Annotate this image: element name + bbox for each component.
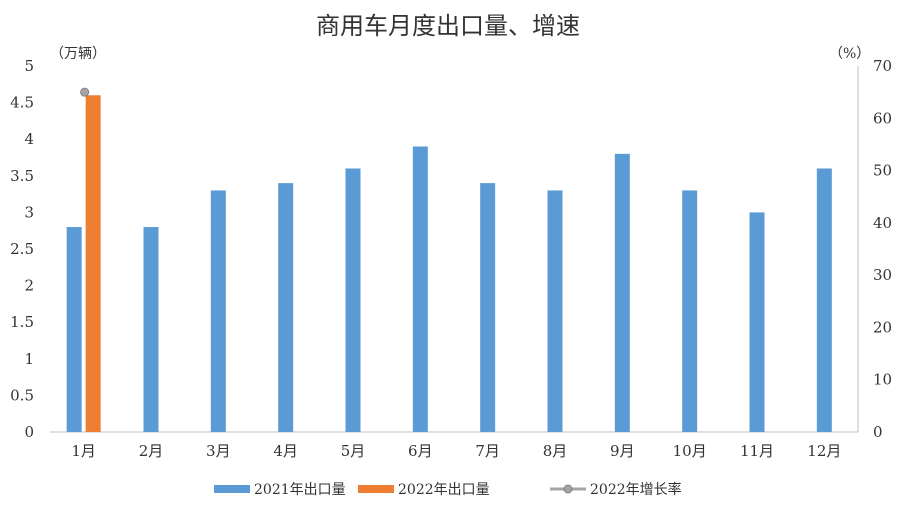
legend: 2021年出口量 2022年出口量 2022年增长率 [214, 481, 682, 498]
x-tick-label: 5月 [341, 442, 366, 460]
bar-series1-6 [412, 146, 428, 432]
right-tick-label: 0 [873, 423, 883, 441]
bar-series1-11 [749, 212, 765, 432]
x-tick-label: 4月 [273, 442, 298, 460]
x-tick-label: 8月 [543, 442, 568, 460]
left-tick-label: 0 [24, 423, 34, 441]
bar-series2-1 [85, 95, 101, 432]
legend-swatch-2 [358, 485, 394, 493]
left-tick-label: 4.5 [10, 94, 34, 112]
right-tick-label: 40 [873, 214, 892, 232]
legend-marker-3 [563, 484, 573, 494]
bar-series1-10 [682, 190, 698, 432]
left-tick-label: 2.5 [10, 240, 34, 258]
x-tick-label: 2月 [139, 442, 164, 460]
right-axis-unit: （%） [829, 46, 870, 62]
bar-series1-12 [816, 168, 832, 433]
right-tick-label: 10 [873, 371, 892, 389]
bar-series1-9 [614, 153, 630, 432]
left-tick-label: 5 [24, 57, 34, 75]
left-tick-label: 2 [24, 277, 34, 295]
right-tick-label: 50 [873, 162, 892, 180]
right-tick-label: 60 [873, 109, 892, 127]
bar-series1-3 [210, 190, 226, 432]
left-tick-label: 3 [24, 203, 34, 221]
chart-title: 商用车月度出口量、增速 [316, 12, 580, 40]
x-tick-label: 6月 [408, 442, 433, 460]
growth-point [80, 87, 90, 97]
bar-series1-8 [547, 190, 563, 432]
left-tick-label: 3.5 [10, 167, 34, 185]
left-tick-label: 4 [24, 130, 34, 148]
x-tick-label: 1月 [71, 442, 96, 460]
right-tick-label: 30 [873, 266, 892, 284]
x-tick-label: 12月 [807, 442, 841, 460]
x-tick-label: 11月 [740, 442, 774, 460]
right-tick-label: 20 [873, 318, 892, 336]
left-tick-label: 1 [24, 350, 34, 368]
x-tick-label: 10月 [673, 442, 707, 460]
left-tick-label: 1.5 [10, 313, 34, 331]
x-tick-label: 9月 [610, 442, 635, 460]
legend-swatch-1 [214, 485, 250, 493]
legend-label-3: 2022年增长率 [590, 481, 682, 498]
bar-series1-4 [278, 183, 294, 432]
x-tick-label: 7月 [475, 442, 500, 460]
right-tick-label: 70 [873, 57, 892, 75]
legend-label-1: 2021年出口量 [254, 482, 346, 498]
left-axis-unit: （万辆） [50, 46, 106, 62]
left-tick-label: 0.5 [10, 386, 34, 404]
bar-series1-7 [480, 183, 496, 432]
x-tick-label: 3月 [206, 442, 231, 460]
legend-label-2: 2022年出口量 [398, 482, 490, 498]
bar-series1-2 [143, 227, 159, 432]
bar-series1-5 [345, 168, 361, 433]
bar-series1-1 [66, 227, 82, 432]
